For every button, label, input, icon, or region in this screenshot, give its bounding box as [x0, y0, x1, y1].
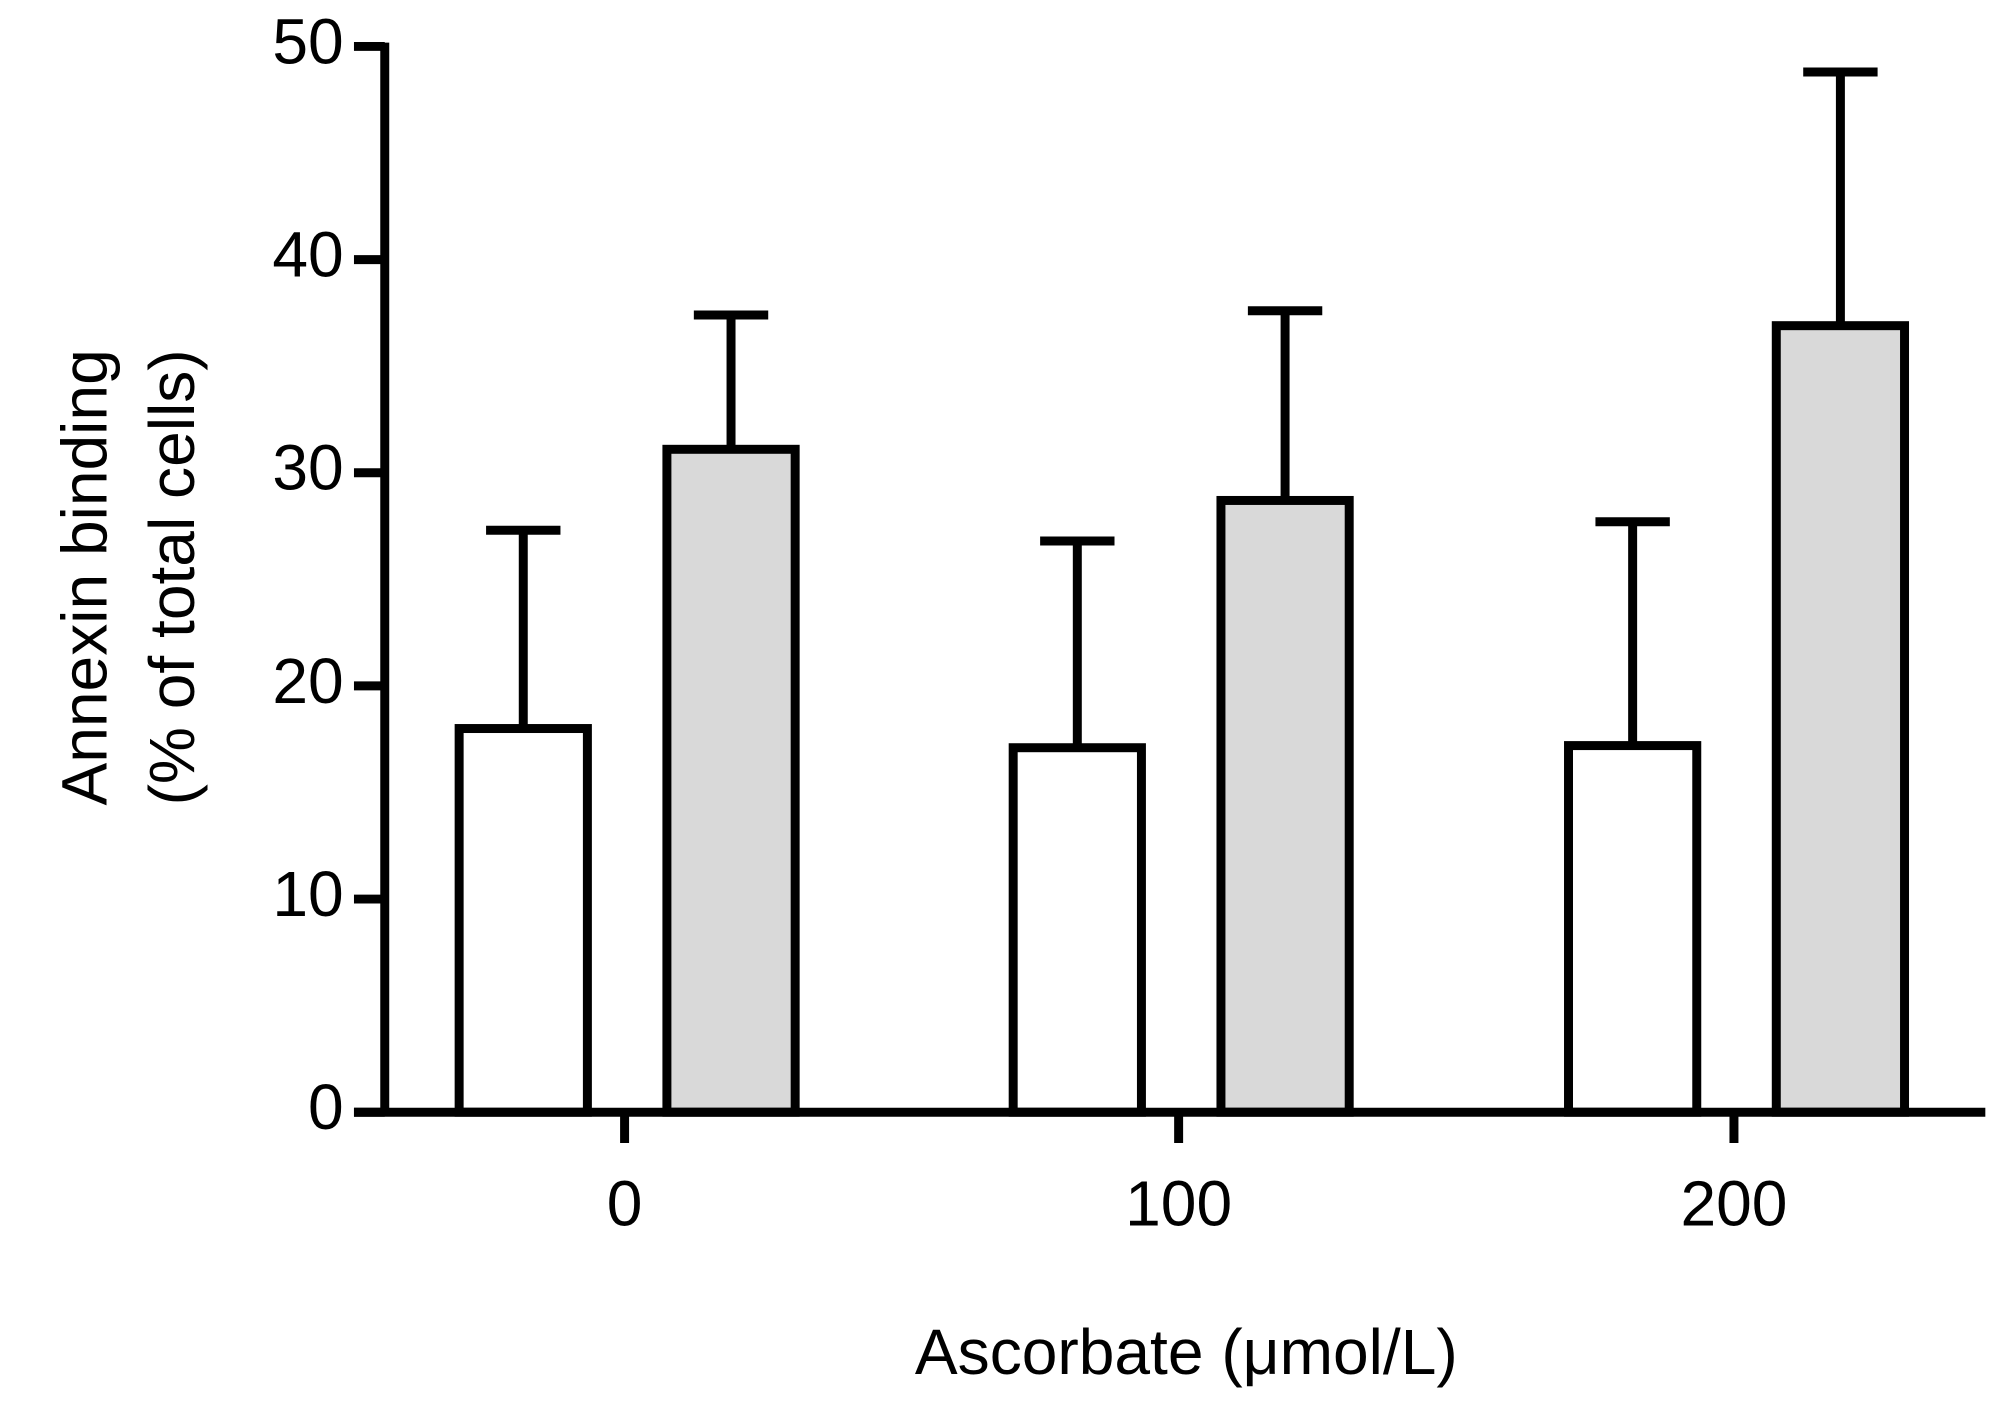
x-axis-label: Ascorbate (μmol/L) [915, 1316, 1458, 1388]
bar [454, 724, 592, 1117]
bar [1216, 495, 1354, 1117]
y-tick-label: 40 [272, 219, 343, 291]
y-axis-label: Annexin binding [49, 349, 121, 805]
y-label-group: Annexin binding (% of total cells) [49, 349, 208, 805]
bar [662, 444, 800, 1117]
y-tick-label: 20 [272, 645, 343, 717]
bar [1564, 741, 1702, 1117]
bar [1008, 743, 1146, 1117]
bar [1771, 321, 1910, 1117]
y-tick-label: 0 [308, 1071, 344, 1143]
x-tick-label: 100 [1125, 1167, 1232, 1239]
y-axis-label: (% of total cells) [136, 349, 208, 805]
y-tick-label: 50 [272, 5, 343, 77]
y-tick-label: 10 [272, 858, 343, 930]
x-tick-label: 200 [1680, 1167, 1787, 1239]
y-tick-label: 30 [272, 432, 343, 504]
x-tick-label: 0 [607, 1167, 643, 1239]
